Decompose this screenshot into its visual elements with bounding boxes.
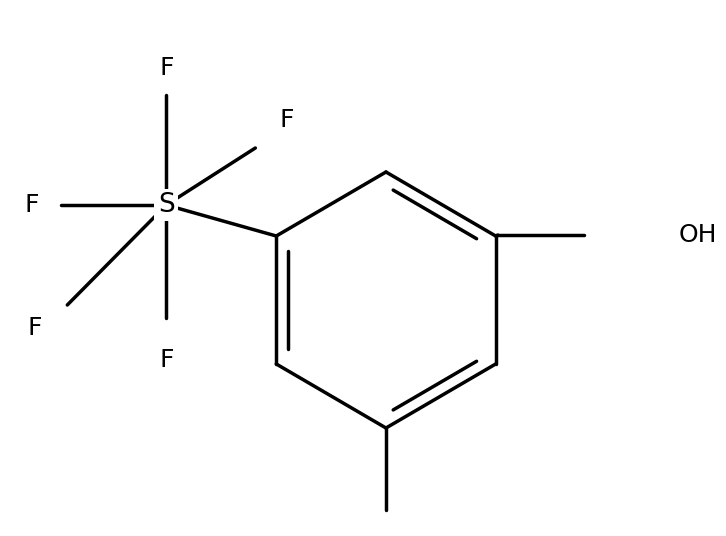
Text: F: F [159, 348, 174, 372]
Text: F: F [28, 316, 42, 340]
Text: OH: OH [679, 223, 717, 247]
Text: F: F [25, 193, 39, 217]
Text: F: F [159, 56, 174, 80]
Text: S: S [158, 192, 175, 218]
Text: F: F [279, 108, 293, 132]
